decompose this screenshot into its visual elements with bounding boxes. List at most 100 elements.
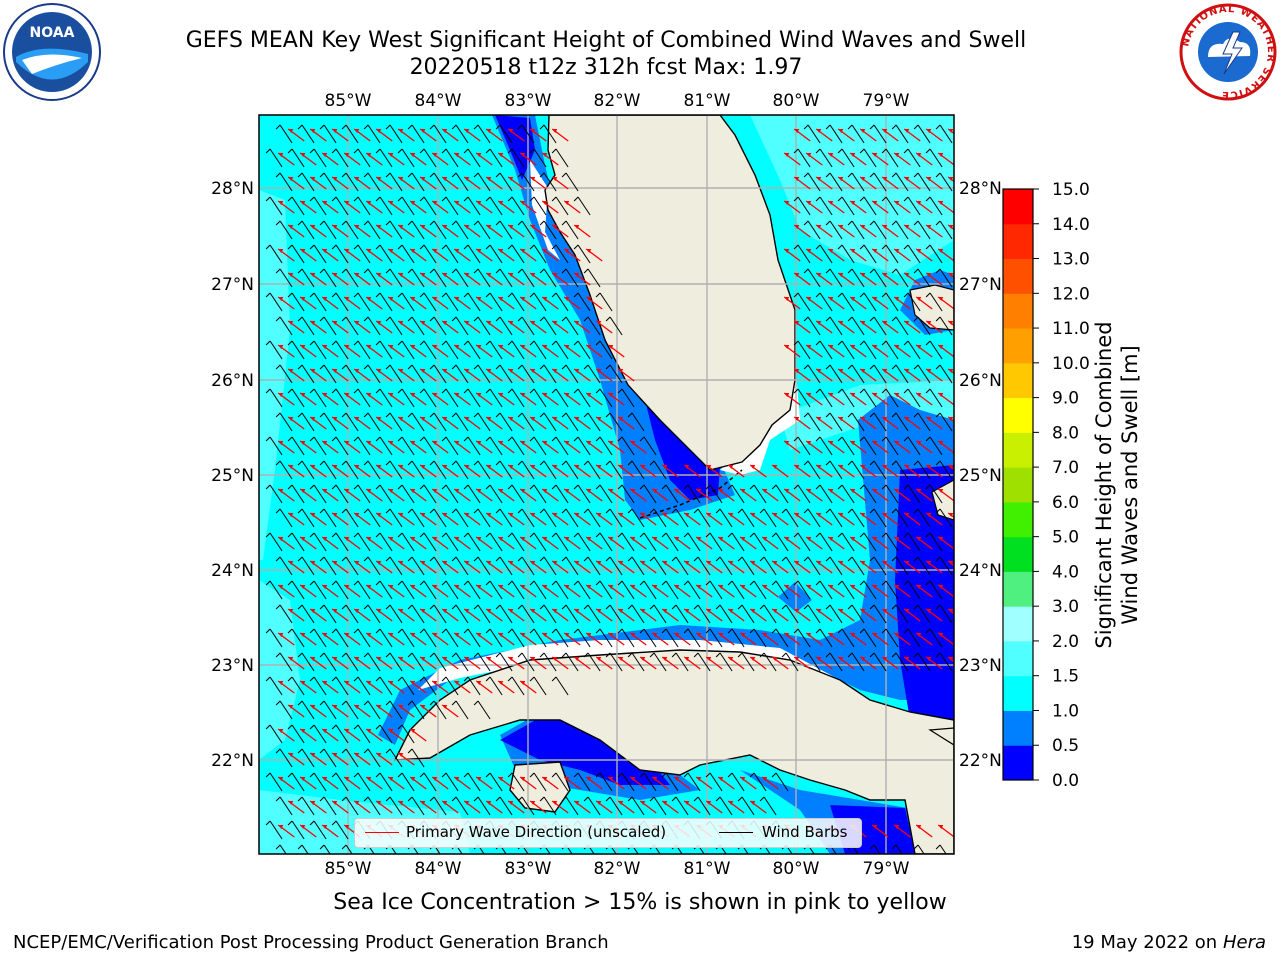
wave-arrow [485, 800, 503, 814]
wind-barb [397, 148, 415, 168]
wave-arrow [695, 632, 713, 646]
lon-ticks-top: 85°W 84°W 83°W 82°W 81°W 80°W 79°W [325, 91, 910, 111]
wind-barb [407, 268, 425, 288]
wave-arrow [397, 656, 415, 670]
wind-barb [771, 532, 789, 552]
wave-arrow [387, 584, 405, 598]
wave-arrow [683, 464, 701, 478]
wind-barb [881, 148, 899, 168]
wind-barb [705, 484, 723, 504]
wind-barb [583, 460, 601, 480]
wind-barb [485, 772, 503, 792]
wind-barb [507, 388, 525, 408]
wave-arrow [343, 296, 361, 310]
wave-arrow [727, 800, 745, 814]
wave-arrow [529, 464, 547, 478]
wave-arrow [551, 224, 569, 238]
lat-tick-label: 22°N [959, 751, 1002, 771]
lat-tick-label: 27°N [959, 275, 1002, 295]
wave-arrow [827, 536, 845, 550]
wave-arrow [375, 272, 393, 286]
wave-band-light [259, 190, 290, 560]
wave-arrow [903, 560, 921, 574]
wind-barb [617, 628, 635, 648]
wind-barb [375, 580, 393, 600]
wind-barb [385, 508, 403, 528]
wind-barb [869, 844, 881, 854]
wave-arrow [859, 464, 877, 478]
wind-barb [869, 316, 887, 336]
wind-barb [375, 292, 393, 312]
wind-barb [441, 628, 459, 648]
wave-arrow [277, 776, 295, 790]
wind-barb [495, 172, 513, 192]
wave-arrow [815, 272, 833, 286]
wind-barb [353, 772, 371, 792]
wind-barb [815, 340, 833, 360]
wind-barb [507, 196, 525, 216]
wind-barb [881, 436, 899, 456]
wave-arrow [453, 632, 471, 646]
wave-arrow [419, 560, 437, 574]
wave-band-dark [895, 465, 954, 740]
wind-barb [715, 508, 733, 528]
wind-barb [891, 604, 909, 624]
wind-barb [859, 196, 877, 216]
wave-arrow [607, 584, 625, 598]
wind-barb [881, 244, 899, 264]
wave-arrow [431, 200, 449, 214]
wave-arrow [925, 560, 943, 574]
wind-barb [385, 556, 403, 576]
wave-arrow [365, 344, 383, 358]
wave-arrow [299, 392, 317, 406]
wind-barb [375, 772, 393, 792]
wind-barb [859, 148, 877, 168]
wind-barb [363, 220, 381, 240]
wave-arrow [573, 224, 591, 238]
wave-arrow [915, 632, 933, 646]
wind-barb [825, 652, 843, 672]
lat-tick-label: 25°N [211, 466, 254, 486]
wind-barb [385, 748, 403, 768]
wave-arrow [529, 608, 547, 622]
wind-barb [935, 124, 953, 144]
wind-barb [473, 268, 491, 288]
wave-arrow [793, 656, 811, 670]
wave-arrow [617, 512, 635, 526]
wind-barb [529, 676, 547, 696]
wave-arrow [793, 608, 811, 622]
wave-arrow [375, 176, 393, 190]
colorbar-tick-label: 11.0 [1052, 319, 1090, 339]
wave-arrow [937, 584, 954, 598]
wind-barb [859, 580, 877, 600]
wave-arrow [397, 320, 415, 334]
wind-barb [595, 292, 613, 312]
wind-barb [529, 484, 547, 504]
wind-barb [407, 364, 425, 384]
wave-arrow [365, 248, 383, 262]
wave-arrow [353, 704, 371, 718]
wave-arrow [903, 368, 921, 382]
wave-arrow [541, 440, 559, 454]
wind-barb [815, 244, 833, 264]
wind-barb [463, 340, 481, 360]
wave-arrow [595, 512, 613, 526]
wave-arrow [915, 440, 933, 454]
wave-arrow [309, 416, 327, 430]
wave-arrow [397, 176, 415, 190]
wave-arrow [563, 392, 581, 406]
wind-barb [375, 340, 393, 360]
wave-arrow [419, 320, 437, 334]
wave-arrow [441, 560, 459, 574]
wind-barb [363, 796, 381, 816]
wave-arrow [507, 656, 525, 670]
wind-barb [815, 436, 833, 456]
wave-arrow [893, 296, 911, 310]
wind-barb [451, 268, 469, 288]
wave-arrow [651, 776, 669, 790]
wind-barb [627, 412, 645, 432]
wave-arrow [453, 440, 471, 454]
wind-barb [265, 676, 283, 696]
wave-arrow [485, 176, 503, 190]
